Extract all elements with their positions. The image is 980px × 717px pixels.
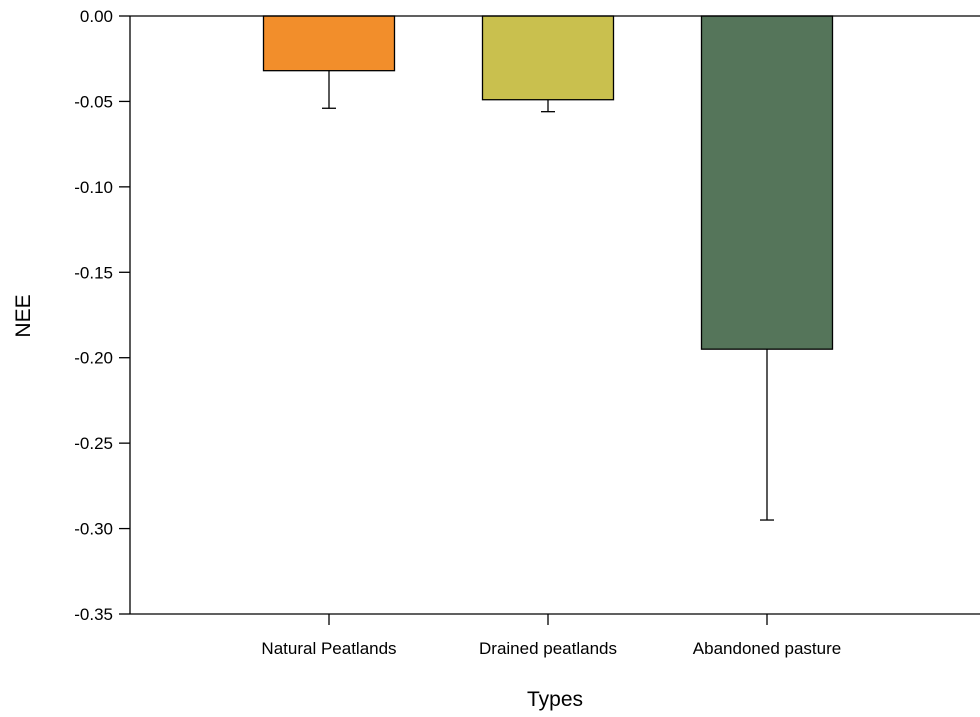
x-axis-title: Types xyxy=(527,688,583,711)
bar xyxy=(481,15,615,101)
bar xyxy=(700,15,834,350)
y-tick-label: -0.25 xyxy=(74,434,113,453)
y-tick-label: -0.15 xyxy=(74,263,113,282)
y-tick-label: 0.00 xyxy=(80,7,113,26)
x-tick-label: Natural Peatlands xyxy=(261,639,396,658)
plot-area: 0.00 -0.05 -0.10 -0.15 -0.20 -0.25 -0.30 -0.35 N… xyxy=(74,7,980,658)
bar xyxy=(262,15,396,72)
x-tick-label: Abandoned pasture xyxy=(693,639,841,658)
x-tick-label: Drained peatlands xyxy=(479,639,617,658)
y-tick-label: -0.05 xyxy=(74,92,113,111)
y-tick-label: -0.30 xyxy=(74,520,113,539)
y-tick-label: -0.20 xyxy=(74,349,113,368)
y-tick-label: -0.35 xyxy=(74,605,113,624)
y-tick-label: -0.10 xyxy=(74,178,113,197)
y-axis-title: NEE xyxy=(12,294,35,337)
